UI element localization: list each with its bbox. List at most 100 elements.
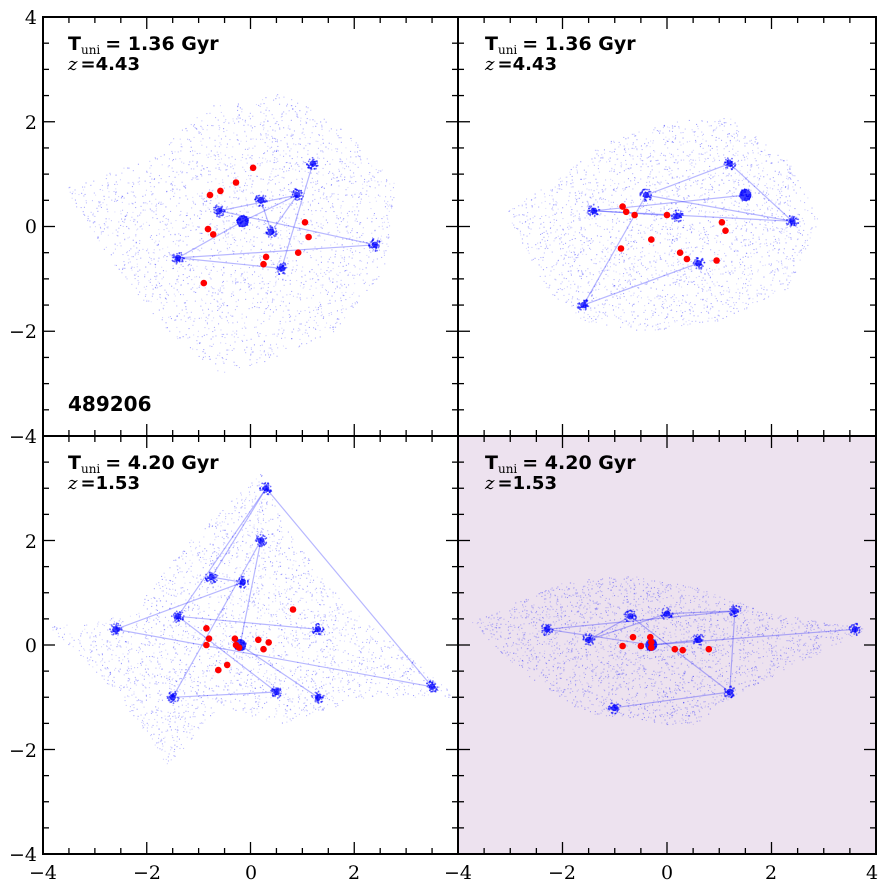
particle: [588, 321, 590, 323]
particle: [281, 207, 283, 209]
particle: [349, 161, 351, 163]
particle: [270, 355, 272, 357]
particle: [699, 196, 701, 198]
particle: [613, 263, 615, 265]
particle: [185, 236, 187, 238]
particle: [764, 212, 766, 214]
particle: [146, 300, 148, 302]
particle: [219, 290, 221, 292]
particle: [271, 135, 273, 137]
particle: [354, 144, 356, 146]
particle: [162, 248, 164, 250]
particle: [748, 185, 750, 187]
particle: [623, 190, 625, 192]
particle: [285, 199, 287, 201]
particle: [630, 246, 632, 248]
particle: [656, 181, 658, 183]
particle: [763, 167, 765, 169]
particle: [630, 202, 632, 204]
particle: [209, 358, 211, 360]
particle: [100, 204, 102, 206]
particle: [168, 165, 170, 167]
particle: [276, 270, 278, 272]
particle: [299, 345, 301, 347]
particle: [641, 149, 643, 151]
panel-2-background: [458, 17, 876, 436]
particle: [545, 230, 547, 232]
particle: [637, 301, 639, 303]
particle: [339, 287, 341, 289]
particle: [618, 141, 620, 143]
particle: [684, 273, 686, 275]
particle: [576, 172, 578, 174]
clump-particle: [216, 215, 218, 218]
particle: [192, 259, 194, 261]
particle: [719, 218, 721, 220]
particle: [210, 248, 212, 250]
particle: [263, 350, 265, 352]
particle: [631, 229, 633, 231]
particle: [336, 180, 338, 182]
particle: [134, 254, 136, 256]
particle: [557, 288, 559, 290]
particle: [226, 165, 228, 167]
particle: [225, 135, 227, 137]
particle: [276, 355, 278, 357]
particle: [669, 232, 671, 234]
particle: [741, 245, 743, 247]
particle: [731, 214, 733, 216]
particle: [345, 308, 347, 310]
particle: [306, 231, 308, 233]
particle: [322, 174, 324, 176]
particle: [209, 345, 211, 347]
particle: [556, 212, 558, 214]
particle: [346, 269, 348, 271]
particle: [662, 306, 664, 308]
particle: [292, 295, 294, 297]
particle: [223, 272, 225, 274]
particle: [321, 314, 323, 316]
particle: [694, 284, 696, 286]
particle: [258, 220, 260, 222]
particle: [565, 176, 567, 178]
particle: [315, 287, 317, 289]
particle: [689, 228, 691, 230]
particle: [789, 172, 791, 174]
particle: [242, 119, 244, 121]
particle: [703, 179, 705, 181]
particle: [721, 139, 723, 141]
particle: [683, 197, 685, 199]
particle: [187, 198, 189, 200]
particle: [165, 270, 167, 272]
particle: [340, 141, 342, 143]
particle: [165, 327, 167, 329]
particle: [653, 150, 655, 152]
red-point: [305, 233, 312, 241]
particle: [284, 246, 286, 248]
particle: [626, 244, 628, 246]
particle: [241, 339, 243, 341]
particle: [234, 192, 236, 194]
particle: [702, 147, 704, 149]
particle: [320, 261, 322, 263]
particle: [689, 310, 691, 312]
particle: [201, 175, 203, 177]
particle: [93, 192, 95, 194]
particle: [97, 236, 99, 238]
particle: [683, 198, 685, 200]
particle: [749, 221, 751, 223]
particle: [801, 217, 803, 219]
particle: [694, 247, 696, 249]
particle: [684, 270, 686, 272]
particle: [556, 229, 558, 231]
particle: [702, 153, 704, 155]
particle: [587, 203, 589, 205]
particle: [258, 157, 260, 159]
particle: [342, 294, 344, 296]
particle: [339, 175, 341, 177]
particle: [262, 206, 264, 208]
particle: [267, 120, 269, 122]
particle: [645, 185, 647, 187]
particle: [158, 202, 160, 204]
clump-core: [174, 254, 182, 262]
